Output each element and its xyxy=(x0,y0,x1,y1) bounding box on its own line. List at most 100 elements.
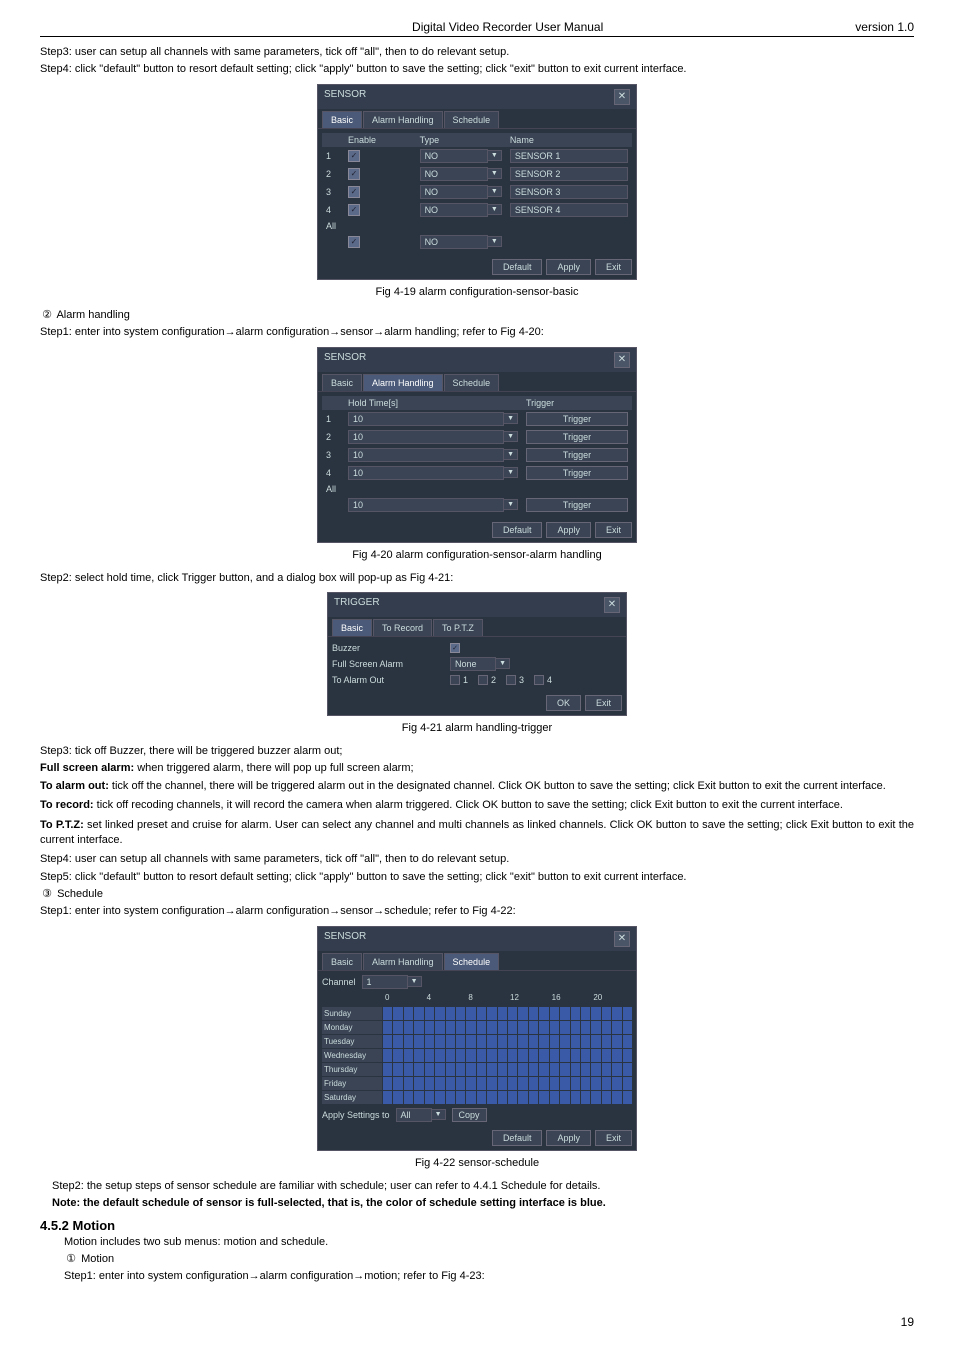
schedule-cell[interactable] xyxy=(435,1077,444,1090)
buzzer-checkbox[interactable]: ✓ xyxy=(450,643,460,653)
schedule-cell[interactable] xyxy=(383,1049,392,1062)
alarm-out-checkbox[interactable] xyxy=(534,675,544,685)
apply-button[interactable]: Apply xyxy=(546,259,591,275)
schedule-cell[interactable] xyxy=(487,1049,496,1062)
schedule-cell[interactable] xyxy=(498,1063,507,1076)
tab-alarm-handling[interactable]: Alarm Handling xyxy=(363,111,443,128)
chevron-down-icon[interactable]: ▼ xyxy=(504,467,518,478)
schedule-cell[interactable] xyxy=(477,1007,486,1020)
schedule-cell[interactable] xyxy=(612,1007,621,1020)
schedule-cell[interactable] xyxy=(425,1021,434,1034)
schedule-cell[interactable] xyxy=(404,1035,413,1048)
copy-button[interactable]: Copy xyxy=(452,1108,487,1122)
schedule-cell[interactable] xyxy=(508,1077,517,1090)
schedule-cell[interactable] xyxy=(518,1077,527,1090)
schedule-cell[interactable] xyxy=(498,1049,507,1062)
type-select[interactable]: NO xyxy=(420,167,488,181)
exit-button[interactable]: Exit xyxy=(595,522,632,538)
schedule-cell[interactable] xyxy=(435,1035,444,1048)
schedule-cell[interactable] xyxy=(529,1035,538,1048)
schedule-cell[interactable] xyxy=(477,1063,486,1076)
schedule-cell[interactable] xyxy=(466,1091,475,1104)
name-input[interactable]: SENSOR 1 xyxy=(510,149,628,163)
schedule-cell[interactable] xyxy=(383,1063,392,1076)
schedule-grid[interactable]: 048121620SundayMondayTuesdayWednesdayThu… xyxy=(322,993,632,1104)
schedule-cell[interactable] xyxy=(591,1091,600,1104)
schedule-cell[interactable] xyxy=(487,1035,496,1048)
schedule-cell[interactable] xyxy=(404,1077,413,1090)
schedule-cell[interactable] xyxy=(487,1091,496,1104)
schedule-cell[interactable] xyxy=(602,1077,611,1090)
tab-to-ptz[interactable]: To P.T.Z xyxy=(433,619,483,636)
schedule-cell[interactable] xyxy=(602,1091,611,1104)
schedule-cell[interactable] xyxy=(581,1091,590,1104)
schedule-cell[interactable] xyxy=(487,1063,496,1076)
schedule-cell[interactable] xyxy=(612,1063,621,1076)
schedule-cell[interactable] xyxy=(581,1063,590,1076)
tab-basic[interactable]: Basic xyxy=(322,374,362,391)
name-input[interactable]: SENSOR 2 xyxy=(510,167,628,181)
schedule-cell[interactable] xyxy=(623,1077,632,1090)
schedule-cell[interactable] xyxy=(612,1077,621,1090)
schedule-cell[interactable] xyxy=(446,1063,455,1076)
type-select[interactable]: NO xyxy=(420,149,488,163)
schedule-cell[interactable] xyxy=(539,1035,548,1048)
schedule-cell[interactable] xyxy=(560,1035,569,1048)
schedule-cell[interactable] xyxy=(581,1077,590,1090)
schedule-cell[interactable] xyxy=(477,1049,486,1062)
schedule-cell[interactable] xyxy=(466,1007,475,1020)
close-icon[interactable]: ✕ xyxy=(614,931,630,947)
name-input[interactable]: SENSOR 3 xyxy=(510,185,628,199)
schedule-cell[interactable] xyxy=(404,1021,413,1034)
schedule-cell[interactable] xyxy=(571,1077,580,1090)
schedule-cell[interactable] xyxy=(550,1091,559,1104)
schedule-cell[interactable] xyxy=(393,1077,402,1090)
alarm-out-checkbox[interactable] xyxy=(450,675,460,685)
schedule-cell[interactable] xyxy=(446,1091,455,1104)
schedule-cell[interactable] xyxy=(508,1007,517,1020)
schedule-cell[interactable] xyxy=(508,1091,517,1104)
day-label[interactable]: Thursday xyxy=(322,1063,382,1076)
schedule-cell[interactable] xyxy=(571,1063,580,1076)
chevron-down-icon[interactable]: ▼ xyxy=(488,236,502,247)
schedule-cell[interactable] xyxy=(581,1007,590,1020)
schedule-cell[interactable] xyxy=(487,1077,496,1090)
schedule-cell[interactable] xyxy=(404,1063,413,1076)
schedule-cell[interactable] xyxy=(550,1021,559,1034)
schedule-cell[interactable] xyxy=(435,1049,444,1062)
schedule-cell[interactable] xyxy=(550,1077,559,1090)
schedule-cell[interactable] xyxy=(393,1035,402,1048)
schedule-cell[interactable] xyxy=(623,1035,632,1048)
chevron-down-icon[interactable]: ▼ xyxy=(488,204,502,215)
schedule-cell[interactable] xyxy=(393,1021,402,1034)
schedule-cell[interactable] xyxy=(591,1049,600,1062)
all-trigger-button[interactable]: Trigger xyxy=(526,498,628,512)
schedule-cell[interactable] xyxy=(612,1035,621,1048)
trigger-button[interactable]: Trigger xyxy=(526,430,628,444)
apply-button[interactable]: Apply xyxy=(546,522,591,538)
schedule-cell[interactable] xyxy=(602,1049,611,1062)
type-select[interactable]: NO xyxy=(420,203,488,217)
schedule-cell[interactable] xyxy=(393,1091,402,1104)
chevron-down-icon[interactable]: ▼ xyxy=(504,499,518,510)
schedule-cell[interactable] xyxy=(498,1007,507,1020)
chevron-down-icon[interactable]: ▼ xyxy=(504,449,518,460)
hold-select[interactable]: 10 xyxy=(348,412,504,426)
schedule-cell[interactable] xyxy=(425,1035,434,1048)
chevron-down-icon[interactable]: ▼ xyxy=(432,1109,446,1120)
hold-select[interactable]: 10 xyxy=(348,466,504,480)
schedule-cell[interactable] xyxy=(550,1063,559,1076)
schedule-cell[interactable] xyxy=(393,1007,402,1020)
hold-select[interactable]: 10 xyxy=(348,430,504,444)
schedule-cell[interactable] xyxy=(498,1035,507,1048)
schedule-cell[interactable] xyxy=(571,1035,580,1048)
day-label[interactable]: Friday xyxy=(322,1077,382,1090)
schedule-cell[interactable] xyxy=(550,1049,559,1062)
schedule-cell[interactable] xyxy=(498,1091,507,1104)
schedule-cell[interactable] xyxy=(602,1021,611,1034)
schedule-cell[interactable] xyxy=(529,1077,538,1090)
alarm-out-checkbox[interactable] xyxy=(506,675,516,685)
schedule-cell[interactable] xyxy=(591,1035,600,1048)
schedule-cell[interactable] xyxy=(571,1091,580,1104)
schedule-cell[interactable] xyxy=(560,1077,569,1090)
